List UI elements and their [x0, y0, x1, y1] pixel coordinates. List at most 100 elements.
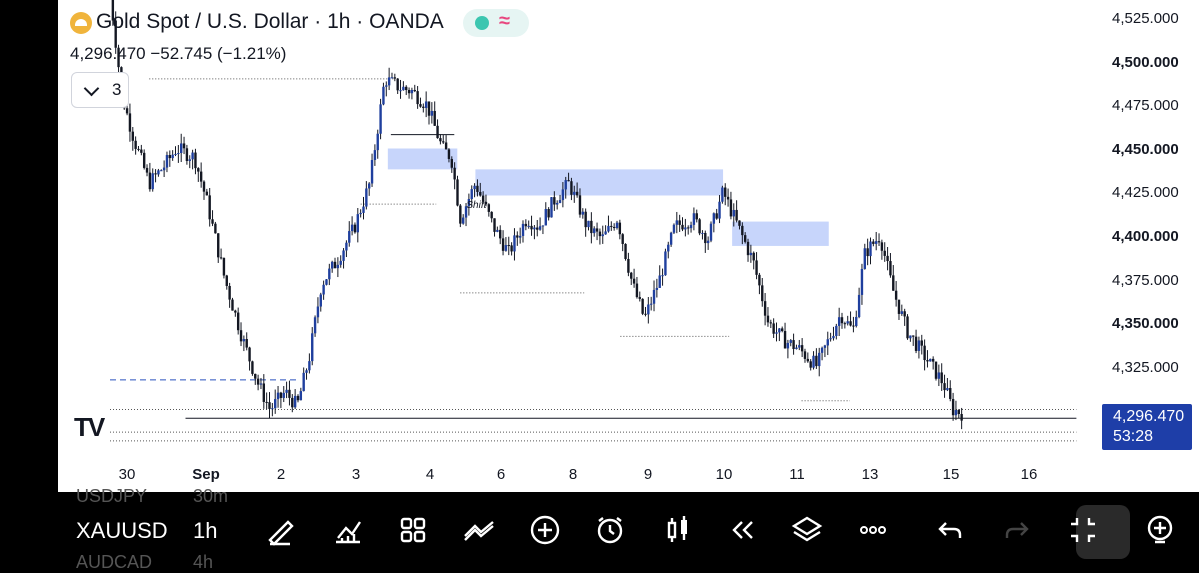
candle-body-214 — [718, 201, 721, 219]
market-status-pill[interactable]: ≈ — [463, 9, 529, 37]
indicator-count: 3 — [112, 80, 122, 99]
candle-body-105 — [407, 89, 411, 94]
candle-body-140 — [507, 245, 510, 247]
candle-body-259 — [846, 321, 849, 324]
candle-body-282 — [912, 335, 915, 337]
candle-body-233 — [772, 323, 775, 334]
candle-body-73 — [316, 306, 320, 318]
candle-body-20 — [165, 155, 169, 168]
candle-body-248 — [815, 355, 818, 367]
time-tick-label: 8 — [568, 466, 578, 483]
candle-body-163 — [573, 191, 576, 195]
candle-body-231 — [766, 315, 770, 323]
candle-body-258 — [843, 323, 847, 325]
candle-body-197 — [669, 232, 673, 245]
chart-title: Gold Spot / U.S. Dollar · 1h · OANDA — [96, 10, 444, 33]
pencil-icon[interactable] — [262, 510, 302, 550]
grid-icon[interactable] — [393, 510, 433, 550]
add-indicator-icon[interactable] — [1140, 510, 1180, 550]
chart-icon[interactable] — [328, 510, 368, 550]
symbol-next[interactable]: AUDCAD — [76, 552, 153, 572]
candle-body-80 — [336, 264, 340, 269]
candle-body-239 — [789, 340, 792, 343]
candle-body-229 — [761, 285, 764, 302]
candle-body-279 — [903, 311, 906, 317]
candle-body-106 — [410, 89, 414, 94]
alarm-icon[interactable] — [590, 510, 630, 550]
candle-body-155 — [550, 197, 553, 218]
price-tick-label: 4,475.000 — [1112, 97, 1179, 115]
last-price: 4,296.470 — [1113, 408, 1185, 425]
candle-body-207 — [698, 219, 701, 234]
candle-body-142 — [513, 235, 516, 252]
candle-body-127 — [470, 189, 473, 199]
fullscreen-icon[interactable] — [1063, 510, 1103, 550]
price-chart[interactable]: Shift — [58, 0, 1199, 492]
left-dark-strip — [0, 0, 58, 492]
more-icon[interactable] — [853, 510, 893, 550]
rewind-icon[interactable] — [722, 510, 762, 550]
candle-body-51 — [254, 373, 257, 379]
price-tick-label: 4,350.000 — [1112, 315, 1179, 333]
timeframe-next[interactable]: 4h — [193, 552, 214, 572]
candles-icon[interactable] — [658, 510, 698, 550]
candle-body-280 — [906, 316, 909, 339]
candle-body-232 — [769, 322, 773, 324]
candle-body-289 — [931, 358, 935, 362]
candle-body-159 — [561, 189, 565, 201]
candle-body-37 — [214, 223, 217, 234]
candle-body-65 — [293, 395, 297, 408]
time-tick-label: 15 — [942, 466, 960, 483]
candle-body-47 — [242, 339, 246, 342]
candle-body-191 — [652, 289, 656, 304]
candle-body-263 — [857, 294, 861, 317]
candle-body-243 — [800, 345, 804, 352]
candle-body-124 — [461, 217, 465, 224]
candle-body-164 — [575, 191, 579, 196]
candle-body-201 — [681, 224, 684, 230]
candle-body-200 — [678, 220, 681, 225]
fullscreen-button-bg — [1076, 505, 1130, 559]
candle-body-34 — [205, 191, 209, 196]
candle-body-208 — [701, 232, 704, 234]
chart-area[interactable]: Shift — [58, 0, 1199, 492]
candle-body-23 — [174, 153, 177, 155]
candle-body-228 — [758, 274, 761, 286]
price-change-line: 4,296.470 −52.745 (−1.21%) — [70, 44, 287, 63]
redo-icon[interactable] — [997, 510, 1037, 550]
candle-body-42 — [228, 285, 231, 300]
candle-body-173 — [601, 234, 604, 237]
indicator-toggle-button[interactable]: 3 — [71, 72, 129, 108]
layers-icon[interactable] — [787, 510, 827, 550]
candle-body-35 — [208, 195, 211, 220]
candle-body-277 — [897, 299, 901, 314]
candle-body-32 — [199, 171, 203, 182]
trend-icon[interactable] — [459, 510, 499, 550]
candle-body-11 — [140, 149, 143, 153]
timeframe-prev[interactable]: 30m — [193, 486, 229, 506]
candle-body-63 — [288, 389, 291, 398]
candle-body-194 — [661, 275, 664, 277]
candle-body-268 — [872, 241, 875, 244]
candle-body-220 — [735, 209, 738, 221]
candle-body-74 — [319, 294, 322, 307]
candle-body-24 — [177, 153, 180, 155]
candle-body-137 — [499, 229, 502, 239]
candle-body-85 — [350, 224, 354, 232]
timeframe-current[interactable]: 1h — [193, 518, 218, 543]
candle-body-18 — [160, 170, 163, 172]
undo-icon[interactable] — [930, 510, 970, 550]
candle-body-144 — [518, 235, 522, 238]
symbol-prev[interactable]: USDJPY — [76, 486, 148, 506]
add-icon[interactable] — [525, 510, 565, 550]
candle-body-260 — [849, 321, 852, 326]
candle-body-298 — [957, 410, 960, 415]
symbol-current[interactable]: XAUUSD — [76, 518, 168, 543]
candle-body-55 — [265, 401, 268, 403]
candle-body-294 — [946, 388, 949, 391]
supply-zone-1 — [475, 169, 724, 196]
candle-body-270 — [877, 241, 881, 243]
candle-body-283 — [914, 336, 918, 351]
candle-body-166 — [581, 211, 585, 215]
candle-body-240 — [792, 340, 795, 350]
